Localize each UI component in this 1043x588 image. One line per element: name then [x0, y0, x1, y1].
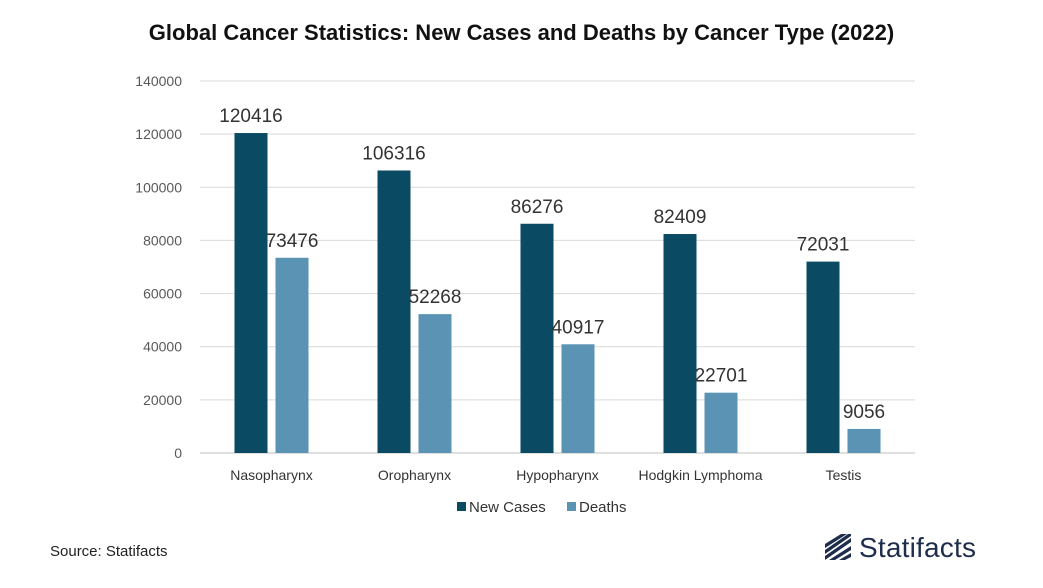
data-label: 73476: [266, 231, 319, 252]
data-label: 40917: [552, 317, 605, 338]
x-tick-label: Nasopharynx: [230, 467, 313, 483]
data-label: 22701: [695, 366, 748, 387]
bar-deaths: [275, 257, 309, 453]
bar-deaths: [418, 314, 452, 453]
statifacts-logo-icon: [825, 534, 851, 560]
data-label: 106316: [362, 144, 425, 165]
bar-deaths: [847, 428, 881, 453]
bar-new-cases: [806, 261, 840, 453]
y-tick-label: 80000: [143, 232, 182, 248]
legend-label: Deaths: [579, 499, 627, 516]
bar-new-cases: [377, 170, 411, 453]
data-label: 72031: [797, 235, 850, 256]
data-label: 52268: [409, 287, 462, 308]
legend-label: New Cases: [469, 499, 546, 516]
bar-new-cases: [234, 133, 268, 454]
legend-swatch: [567, 502, 576, 511]
bar-new-cases: [520, 223, 554, 453]
brand-name: Statifacts: [859, 532, 977, 563]
data-label: 86276: [511, 197, 564, 218]
bar-deaths: [704, 392, 738, 453]
y-tick-label: 60000: [143, 286, 182, 302]
x-tick-label: Testis: [826, 467, 862, 483]
source-note: Source: Statifacts: [50, 543, 168, 560]
y-tick-label: 100000: [135, 179, 182, 195]
data-label: 82409: [654, 207, 707, 228]
brand-logo: Statifacts: [823, 531, 976, 565]
y-tick-label: 40000: [143, 339, 182, 355]
chart-title: Global Cancer Statistics: New Cases and …: [148, 20, 895, 45]
bar-deaths: [561, 344, 595, 453]
data-label: 120416: [219, 106, 282, 127]
x-tick-label: Oropharynx: [378, 467, 451, 483]
bar-new-cases: [663, 234, 697, 453]
data-label: 9056: [843, 402, 885, 423]
y-tick-label: 140000: [135, 73, 182, 89]
x-tick-label: Hypopharynx: [516, 467, 599, 483]
y-tick-label: 120000: [135, 126, 182, 142]
y-tick-label: 0: [174, 445, 182, 461]
legend-swatch: [457, 502, 466, 511]
x-tick-label: Hodgkin Lymphoma: [639, 467, 763, 483]
y-tick-label: 20000: [143, 392, 182, 408]
